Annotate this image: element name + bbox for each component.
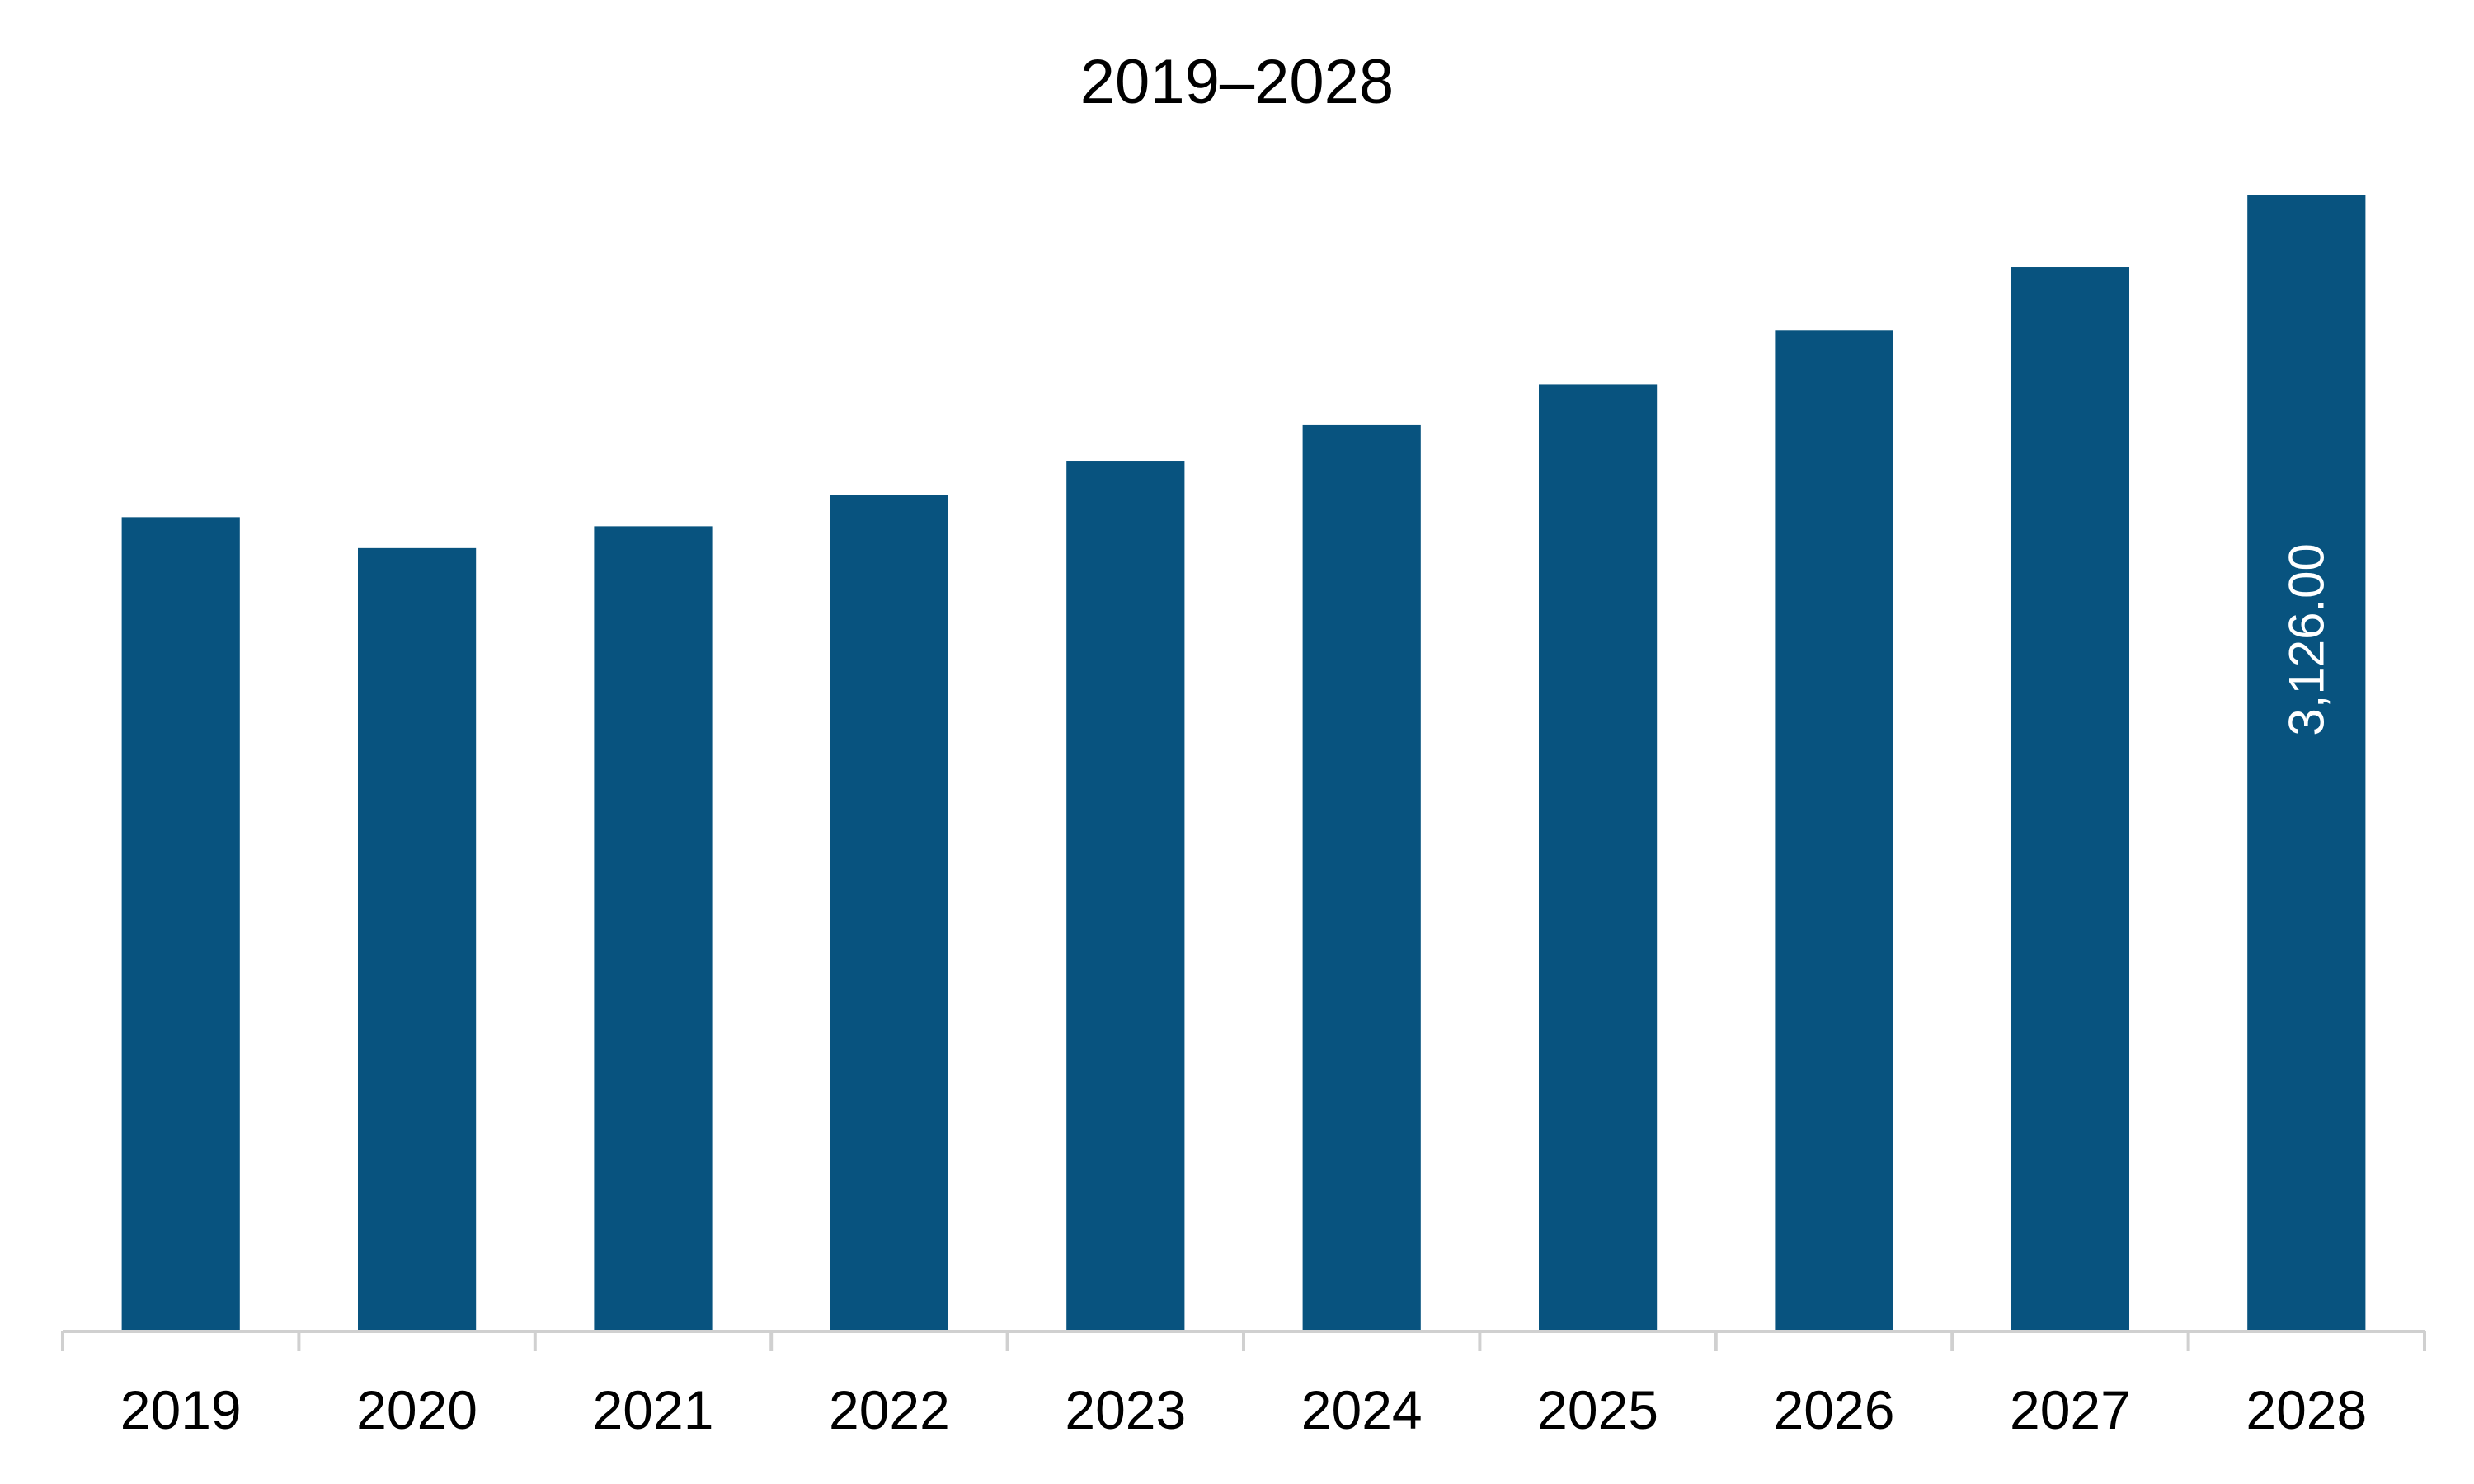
bar-2021 bbox=[594, 526, 713, 1331]
x-tick-label-2022: 2022 bbox=[829, 1379, 950, 1440]
bar-2028 bbox=[2247, 195, 2366, 1332]
x-tick-label-2024: 2024 bbox=[1301, 1379, 1423, 1440]
bar-2023 bbox=[1066, 461, 1185, 1331]
x-tick-label-2025: 2025 bbox=[1537, 1379, 1658, 1440]
x-tick-label-2021: 2021 bbox=[593, 1379, 714, 1440]
bar-2027 bbox=[2011, 267, 2129, 1331]
x-tick-label-2023: 2023 bbox=[1065, 1379, 1186, 1440]
bar-2025 bbox=[1539, 384, 1658, 1331]
x-tick-label-2028: 2028 bbox=[2246, 1379, 2367, 1440]
bar-2022 bbox=[830, 495, 948, 1331]
bar-2019 bbox=[121, 517, 240, 1331]
data-label-2028: 3,126.00 bbox=[2279, 543, 2334, 736]
x-tick-label-2027: 2027 bbox=[2010, 1379, 2131, 1440]
x-tick-label-2026: 2026 bbox=[1774, 1379, 1895, 1440]
bar-2020 bbox=[358, 547, 477, 1331]
bars-layer bbox=[121, 195, 2366, 1332]
chart-title: 2019–2028 bbox=[1079, 47, 1395, 117]
x-axis bbox=[61, 1330, 2426, 1351]
bar-2026 bbox=[1775, 330, 1893, 1332]
labels-layer: 2019 2020 2021 2022 2023 2024 2025 2026 2027 2028… bbox=[120, 543, 2367, 1440]
bar-2024 bbox=[1302, 424, 1421, 1331]
x-tick-label-2019: 2019 bbox=[120, 1379, 242, 1440]
x-tick-label-2020: 2020 bbox=[356, 1379, 477, 1440]
